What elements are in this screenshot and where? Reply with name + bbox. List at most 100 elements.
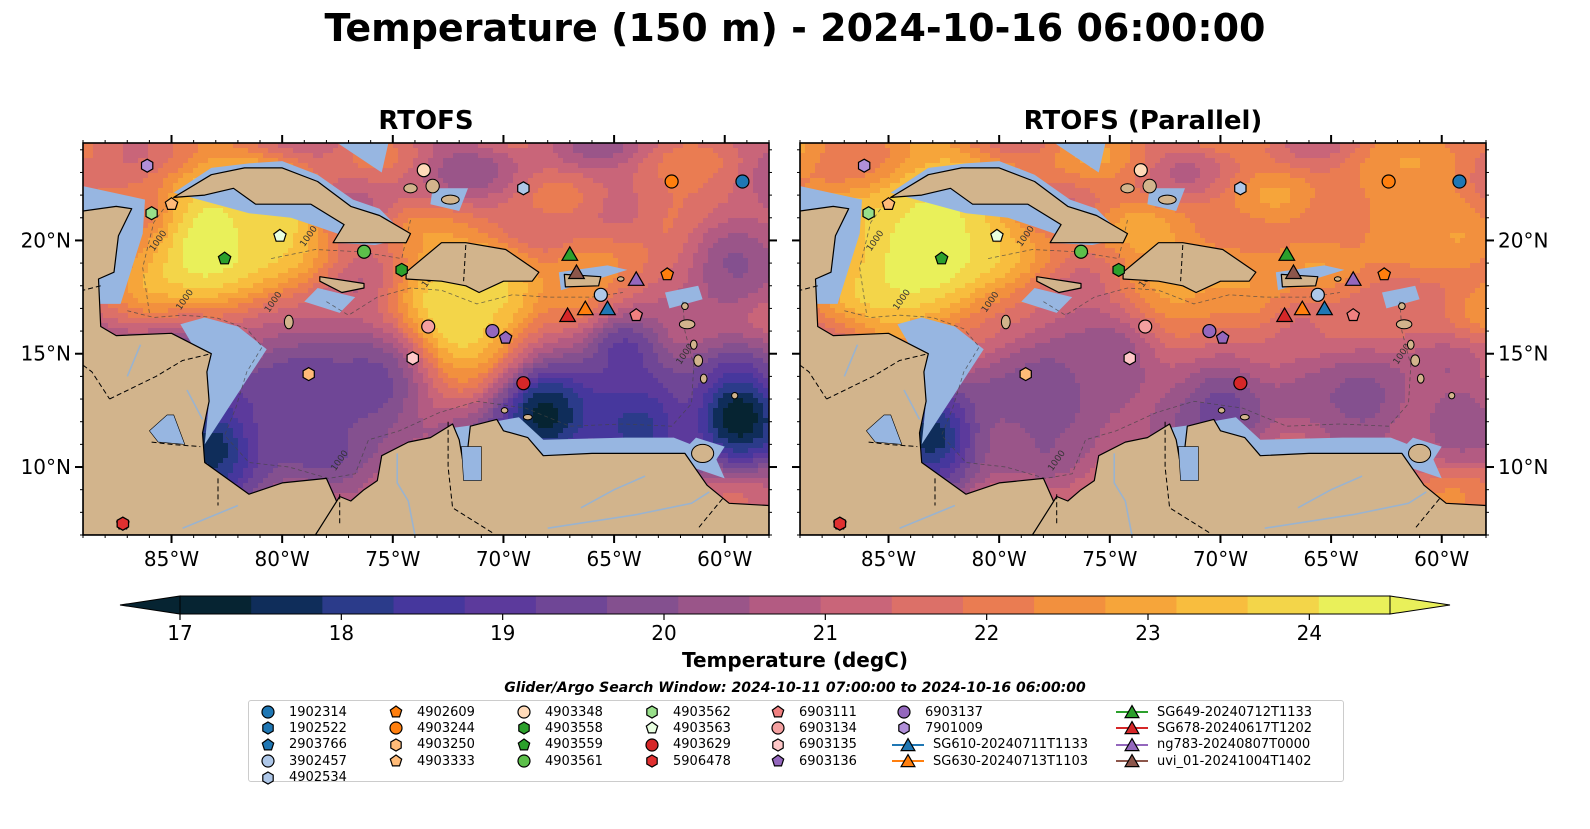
legend-label: 7901009 — [925, 721, 983, 736]
legend-marker-SG630-20240713T1103 — [900, 753, 916, 768]
legend-marker-6903135 — [772, 738, 784, 752]
observation-markers — [115, 158, 750, 531]
marker-6903135 — [1123, 351, 1137, 366]
marker-4903563 — [273, 228, 287, 242]
legend-marker-6903137 — [897, 705, 911, 719]
legend-marker-1902522 — [262, 721, 274, 736]
legend-entry: 6903137 — [891, 702, 983, 722]
search-window-note: Glider/Argo Search Window: 2024-10-11 07… — [0, 680, 1590, 696]
marker-4903559 — [217, 251, 232, 265]
marker-uvi_01-20241004T1402 — [567, 263, 586, 280]
marker-ng783-20240807T0000 — [627, 270, 646, 286]
colorbar-segment — [1247, 596, 1320, 614]
legend-entry: 4903563 — [639, 718, 731, 738]
legend-swatch — [261, 738, 275, 751]
legend-entry: 1902314 — [255, 702, 347, 722]
colorbar-segment — [678, 596, 750, 614]
marker-6903136 — [1215, 330, 1230, 344]
marker-1902314 — [1452, 174, 1467, 189]
marker-7901009 — [140, 158, 154, 173]
legend-marker-4903250 — [390, 738, 402, 752]
marker-5906478 — [833, 516, 847, 531]
colorbar-segment — [251, 596, 323, 614]
lon-tick-label: 60°W — [697, 547, 752, 571]
marker-4903629 — [1233, 376, 1248, 391]
colorbar-segment — [464, 596, 537, 614]
legend-label: 4903629 — [673, 737, 731, 752]
legend-label: SG678-20240617T1202 — [1157, 721, 1312, 736]
legend-swatch — [261, 705, 275, 719]
legend-label: 2903766 — [289, 737, 347, 752]
marker-SG630-20240713T1103 — [1293, 300, 1312, 316]
marker-6903137 — [485, 323, 500, 339]
legend-label: uvi_01-20241004T1402 — [1157, 754, 1311, 769]
marker-6903111 — [1346, 307, 1361, 322]
axis-ticks: 85°W 80°W 75°W 70°W 65°W 60°W 10°N 15°N 20°N — [21, 135, 777, 571]
colorbar-segment — [535, 596, 608, 614]
lon-tick-label: 80°W — [972, 547, 1027, 571]
colorbar-extend-low — [119, 595, 181, 615]
legend-label: 5906478 — [673, 754, 731, 769]
legend-marker-5906478 — [646, 754, 658, 768]
legend-label: SG610-20240711T1133 — [933, 737, 1088, 752]
colorbar-segment — [322, 596, 395, 614]
marker-4903558 — [1112, 262, 1125, 278]
colorbar-segment — [962, 596, 1035, 614]
legend-label: 4903333 — [417, 754, 475, 769]
map-panel-rtofs: 100010001000100010001000100085°W80°W75°W… — [21, 135, 777, 571]
legend-label: 3902457 — [289, 754, 347, 769]
colorbar-segment — [891, 596, 964, 614]
legend-swatch — [517, 754, 531, 768]
colorbar-tick-label: 23 — [1135, 621, 1160, 645]
legend-label: ng783-20240807T0000 — [1157, 737, 1310, 752]
legend-swatch — [892, 753, 924, 768]
marker-4903561 — [356, 244, 372, 259]
legend-entry: SG630-20240713T1103 — [891, 751, 1088, 771]
colorbar-extend-high — [1389, 595, 1451, 615]
legend-swatch — [771, 721, 785, 735]
colorbar-tick-label: 22 — [974, 621, 999, 645]
colorbar: 17 18 19 20 21 22 23 24 — [119, 595, 1451, 645]
legend-label: 4903250 — [417, 737, 475, 752]
marker-4903333 — [164, 196, 179, 210]
legend-marker-4902609 — [389, 705, 403, 718]
legend-entry: uvi_01-20241004T1402 — [1115, 751, 1311, 771]
legend-entry: SG649-20240712T1133 — [1115, 702, 1312, 722]
legend-entry: 4903559 — [511, 735, 603, 755]
marker-4902534 — [1234, 181, 1247, 196]
map-panel-rtofs-parallel: 100010001000100010001000100085°W80°W75°W… — [792, 135, 1548, 571]
marker-6903111 — [629, 307, 644, 322]
legend-entry: 6903136 — [765, 751, 857, 771]
legend-swatch — [646, 705, 658, 719]
legend-marker-SG678-20240617T1202 — [1124, 720, 1140, 735]
legend-swatch — [1116, 737, 1148, 751]
legend-swatch — [1116, 704, 1148, 719]
marker-4903558 — [395, 262, 408, 278]
colorbar-segment — [749, 596, 822, 614]
legend-marker-4903559 — [517, 738, 531, 751]
marker-SG630-20240713T1103 — [576, 300, 595, 316]
legend-label: 4903558 — [545, 721, 603, 736]
legend-marker-ng783-20240807T0000 — [1124, 737, 1140, 751]
lat-tick-label: 15°N — [21, 342, 71, 366]
legend-entry: SG610-20240711T1133 — [891, 735, 1088, 755]
colorbar-segment — [1034, 596, 1106, 614]
legend-marker-6903136 — [771, 754, 785, 767]
lon-tick-label: 85°W — [144, 547, 199, 571]
marker-SG678-20240617T1202 — [1275, 306, 1294, 323]
legend-label: 4903559 — [545, 737, 603, 752]
legend-swatch — [771, 705, 785, 718]
legend-swatch — [1116, 753, 1148, 768]
legend-marker-4903629 — [645, 738, 659, 752]
colorbar-tick-label: 17 — [167, 621, 192, 645]
legend-label: 1902522 — [289, 721, 347, 736]
marker-4903333 — [881, 196, 896, 210]
legend-marker-4902534 — [262, 770, 274, 785]
legend-entry: 4903629 — [639, 735, 731, 755]
marker-6903135 — [406, 351, 419, 366]
marker-4902609 — [660, 267, 675, 281]
marker-SG649-20240712T1133 — [560, 245, 579, 261]
figure-title: Temperature (150 m) - 2024-10-16 06:00:0… — [0, 6, 1590, 50]
marker-4903348 — [1133, 163, 1148, 178]
map-frame — [799, 142, 1487, 536]
